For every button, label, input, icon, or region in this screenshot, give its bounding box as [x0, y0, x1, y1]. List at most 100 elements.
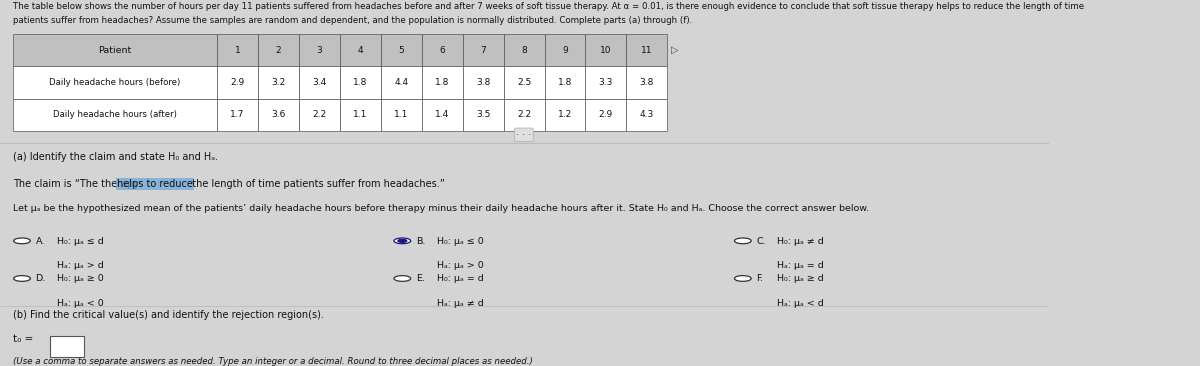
Bar	[12, 98, 217, 131]
Circle shape	[734, 276, 751, 281]
Text: ▷: ▷	[671, 45, 678, 55]
Text: E.: E.	[416, 274, 425, 283]
Text: 1.8: 1.8	[434, 78, 449, 87]
Text: 9: 9	[562, 46, 568, 55]
Bar	[626, 34, 667, 66]
Circle shape	[13, 238, 30, 244]
Bar	[340, 66, 380, 98]
Text: 1.2: 1.2	[558, 110, 572, 119]
Text: A.: A.	[36, 236, 44, 246]
Text: 1.7: 1.7	[230, 110, 245, 119]
Text: 2: 2	[276, 46, 281, 55]
Circle shape	[394, 238, 410, 244]
Text: 3.6: 3.6	[271, 110, 286, 119]
Text: Hₐ: μₐ < 0: Hₐ: μₐ < 0	[56, 299, 103, 307]
Text: 3.3: 3.3	[599, 78, 613, 87]
Bar	[340, 98, 380, 131]
Bar	[586, 98, 626, 131]
Bar	[586, 66, 626, 98]
Text: 7: 7	[480, 46, 486, 55]
Text: Daily headache hours (before): Daily headache hours (before)	[49, 78, 180, 87]
Bar	[380, 34, 421, 66]
Text: The claim is “The therapy: The claim is “The therapy	[12, 179, 142, 189]
Bar	[626, 98, 667, 131]
Text: 1.8: 1.8	[558, 78, 572, 87]
Text: Hₐ: μₐ < d: Hₐ: μₐ < d	[778, 299, 824, 307]
Text: Let μₐ be the hypothesized mean of the patients’ daily headache hours before the: Let μₐ be the hypothesized mean of the p…	[12, 204, 869, 213]
Bar	[299, 98, 340, 131]
Bar	[421, 98, 463, 131]
Text: Patient: Patient	[98, 46, 131, 55]
Bar	[463, 66, 504, 98]
Bar	[217, 34, 258, 66]
Text: Hₐ: μₐ > d: Hₐ: μₐ > d	[56, 261, 103, 270]
Circle shape	[13, 276, 30, 281]
Bar	[463, 98, 504, 131]
Bar	[258, 34, 299, 66]
Bar	[586, 34, 626, 66]
Bar	[380, 66, 421, 98]
Bar	[12, 66, 217, 98]
Text: 2.9: 2.9	[599, 110, 613, 119]
Bar	[217, 98, 258, 131]
Bar	[380, 98, 421, 131]
Text: 5: 5	[398, 46, 404, 55]
Text: H₀: μₐ ≤ 0: H₀: μₐ ≤ 0	[437, 236, 484, 246]
Text: 3.2: 3.2	[271, 78, 286, 87]
Text: 2.2: 2.2	[517, 110, 532, 119]
Text: 6: 6	[439, 46, 445, 55]
Bar	[340, 34, 380, 66]
Bar	[217, 66, 258, 98]
Text: (Use a comma to separate answers as needed. Type an integer or a decimal. Round : (Use a comma to separate answers as need…	[12, 356, 533, 366]
Bar	[299, 34, 340, 66]
Bar	[504, 34, 545, 66]
Circle shape	[398, 239, 407, 242]
Text: 1.4: 1.4	[436, 110, 449, 119]
Text: 2.2: 2.2	[312, 110, 326, 119]
Text: 2.5: 2.5	[517, 78, 532, 87]
Text: H₀: μₐ ≤ d: H₀: μₐ ≤ d	[56, 236, 103, 246]
Text: 1.8: 1.8	[353, 78, 367, 87]
Bar	[258, 66, 299, 98]
Text: 8: 8	[521, 46, 527, 55]
Bar	[421, 66, 463, 98]
Text: 3.8: 3.8	[640, 78, 654, 87]
Text: patients suffer from headaches? Assume the samples are random and dependent, and: patients suffer from headaches? Assume t…	[12, 16, 692, 25]
Text: the length of time patients suffer from headaches.”: the length of time patients suffer from …	[186, 179, 445, 189]
Text: 1.1: 1.1	[394, 110, 408, 119]
Bar	[504, 66, 545, 98]
Text: t₀ =: t₀ =	[12, 334, 32, 344]
Text: (b) Find the critical value(s) and identify the rejection region(s).: (b) Find the critical value(s) and ident…	[12, 310, 324, 320]
Text: 1.1: 1.1	[353, 110, 367, 119]
Text: 3.4: 3.4	[312, 78, 326, 87]
Text: 2.9: 2.9	[230, 78, 245, 87]
Text: C.: C.	[756, 236, 766, 246]
Text: The table below shows the number of hours per day 11 patients suffered from head: The table below shows the number of hour…	[12, 2, 1084, 11]
Circle shape	[394, 276, 410, 281]
Bar	[545, 66, 586, 98]
Circle shape	[734, 238, 751, 244]
Text: 11: 11	[641, 46, 653, 55]
Text: 3.5: 3.5	[476, 110, 491, 119]
Text: F.: F.	[756, 274, 763, 283]
Bar	[463, 34, 504, 66]
Bar	[626, 66, 667, 98]
Bar	[258, 98, 299, 131]
Bar	[12, 34, 217, 66]
Text: Daily headache hours (after): Daily headache hours (after)	[53, 110, 176, 119]
Text: H₀: μₐ ≥ d: H₀: μₐ ≥ d	[778, 274, 824, 283]
Text: Hₐ: μₐ = d: Hₐ: μₐ = d	[778, 261, 824, 270]
Text: Hₐ: μₐ ≠ d: Hₐ: μₐ ≠ d	[437, 299, 484, 307]
Bar	[504, 98, 545, 131]
Text: B.: B.	[416, 236, 425, 246]
Text: D.: D.	[36, 274, 46, 283]
Text: 10: 10	[600, 46, 612, 55]
Text: helps to reduce: helps to reduce	[118, 179, 193, 189]
Text: 1: 1	[234, 46, 240, 55]
Text: 4: 4	[358, 46, 364, 55]
Text: H₀: μₐ ≠ d: H₀: μₐ ≠ d	[778, 236, 824, 246]
Text: H₀: μₐ = d: H₀: μₐ = d	[437, 274, 484, 283]
Text: H₀: μₐ ≥ 0: H₀: μₐ ≥ 0	[56, 274, 103, 283]
Bar	[545, 98, 586, 131]
Bar	[299, 66, 340, 98]
